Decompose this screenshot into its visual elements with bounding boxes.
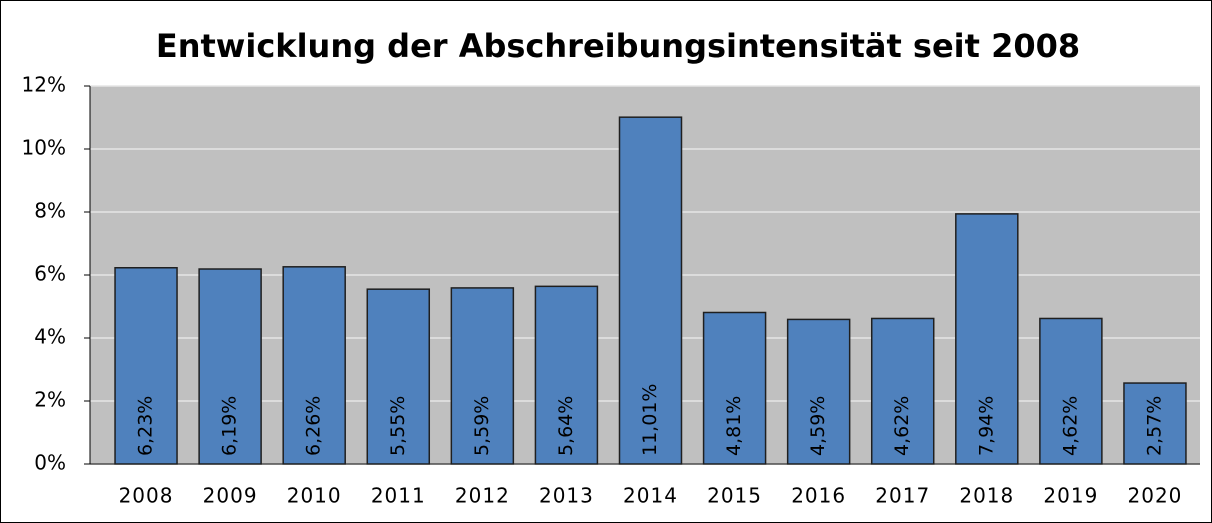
- y-tick-label: 2%: [34, 388, 66, 412]
- bar: [114, 267, 178, 465]
- x-tick-label: 2015: [707, 484, 762, 508]
- value-label: 7,94%: [975, 396, 997, 456]
- x-tick-label: 2009: [203, 484, 258, 508]
- value-label: 5,64%: [555, 396, 577, 456]
- bar: [450, 287, 515, 465]
- bar: [366, 288, 431, 465]
- bar: [955, 213, 1019, 465]
- x-tick-label: 2020: [1128, 484, 1183, 508]
- x-tick-label: 2017: [875, 484, 930, 508]
- x-tick-label: 2008: [119, 484, 174, 508]
- y-tick-label: 6%: [34, 262, 66, 286]
- x-tick-label: 2010: [287, 484, 342, 508]
- value-label: 2,57%: [1143, 396, 1165, 456]
- bar: [870, 317, 935, 465]
- x-tick-label: 2016: [791, 484, 846, 508]
- y-tick-label: 0%: [34, 451, 66, 475]
- x-tick-label: 2011: [371, 484, 426, 508]
- x-tick-label: 2018: [959, 484, 1014, 508]
- x-tick-label: 2019: [1043, 484, 1098, 508]
- bar: [1123, 382, 1187, 465]
- x-tick-label: 2013: [539, 484, 594, 508]
- y-tick-label: 10%: [22, 136, 66, 160]
- chart-title: Entwicklung der Abschreibungsintensität …: [156, 27, 1080, 65]
- y-tick-label: 4%: [34, 325, 66, 349]
- value-label: 5,55%: [387, 396, 409, 456]
- value-label: 4,81%: [723, 396, 745, 456]
- y-tick-label: 8%: [34, 199, 66, 223]
- bar: [1039, 317, 1103, 465]
- bar: [534, 285, 599, 465]
- value-label: 6,23%: [135, 396, 157, 456]
- bar: [198, 268, 262, 465]
- x-tick-label: 2012: [455, 484, 510, 508]
- value-label: 4,59%: [807, 396, 829, 456]
- value-label: 4,62%: [1059, 396, 1081, 456]
- y-tick-label: 12%: [22, 73, 66, 97]
- bar: [618, 116, 683, 465]
- value-label: 6,26%: [303, 396, 325, 456]
- value-label: 4,62%: [891, 396, 913, 456]
- value-label: 6,19%: [219, 396, 241, 456]
- bar: [702, 311, 767, 465]
- bar: [282, 266, 346, 465]
- bar: [786, 318, 851, 465]
- value-label: 5,59%: [471, 396, 493, 456]
- value-label: 11,01%: [639, 384, 661, 456]
- x-tick-label: 2014: [623, 484, 678, 508]
